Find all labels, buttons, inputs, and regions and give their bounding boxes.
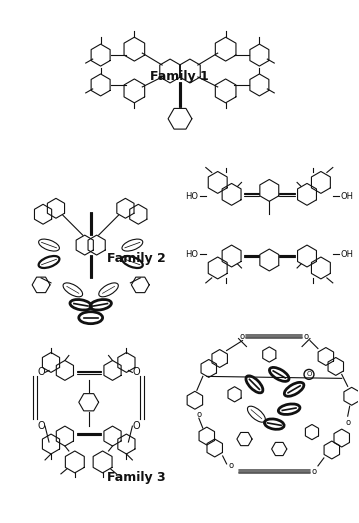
Text: O: O [306,371,312,378]
Text: Family 3: Family 3 [107,471,166,484]
Text: o: o [311,468,317,476]
Text: Family 1: Family 1 [150,70,209,83]
Text: O: O [132,421,140,431]
Text: O: O [132,368,140,378]
Text: o: o [303,332,309,341]
Text: HO: HO [185,249,198,258]
Text: HO: HO [185,192,198,201]
Text: OH: OH [341,192,354,201]
Text: OH: OH [341,249,354,258]
Text: Family 2: Family 2 [107,253,166,265]
Text: o: o [196,410,201,419]
Text: o: o [345,418,350,427]
Text: o: o [228,461,233,470]
Text: o: o [240,332,245,341]
Text: O: O [37,421,45,431]
Text: O: O [37,368,45,378]
